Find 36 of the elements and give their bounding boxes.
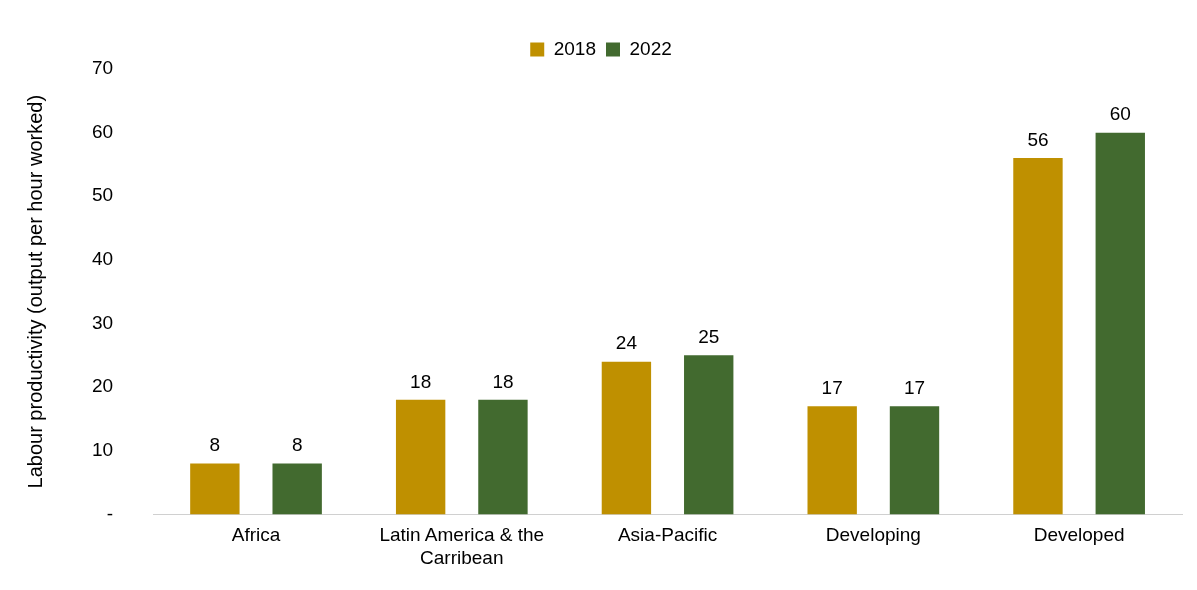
bar (684, 355, 734, 515)
bar (1095, 132, 1145, 515)
data-label: 56 (1027, 128, 1049, 150)
data-label: 24 (615, 332, 638, 354)
bar (601, 361, 652, 515)
y-tick-label: - (106, 502, 114, 524)
y-axis-title: Labour productivity (output per hour worked) (23, 94, 46, 489)
bar (395, 399, 446, 515)
bar (272, 463, 322, 515)
y-tick-label: 20 (91, 375, 114, 397)
y-tick-label: 30 (91, 311, 114, 333)
data-label: 8 (291, 434, 303, 456)
legend-label: 2022 (629, 37, 672, 59)
bar (1013, 158, 1063, 515)
x-tick-label: Asia-Pacific (617, 524, 718, 546)
data-label: 17 (903, 376, 926, 398)
y-tick-label: 70 (91, 57, 114, 79)
data-label: 17 (821, 376, 843, 398)
y-tick-label: 60 (91, 120, 114, 142)
bar (478, 399, 528, 515)
x-tick-label: Africa (231, 524, 281, 546)
data-label: 60 (1109, 103, 1131, 125)
bar (190, 463, 240, 515)
data-label: 18 (492, 370, 514, 392)
x-tick-label: Developed (1033, 524, 1125, 546)
y-tick-label: 50 (91, 184, 114, 206)
data-label: 8 (209, 434, 221, 456)
y-tick-label: 10 (91, 439, 114, 461)
x-tick-label: Latin America & the Carribean (379, 524, 545, 568)
data-label: 18 (410, 370, 432, 392)
y-tick-label: 40 (91, 248, 114, 270)
legend-label: 2018 (553, 37, 597, 59)
x-tick-label: Developing (825, 524, 921, 546)
bar (889, 406, 940, 515)
data-label: 25 (698, 326, 720, 348)
bar (807, 406, 857, 515)
